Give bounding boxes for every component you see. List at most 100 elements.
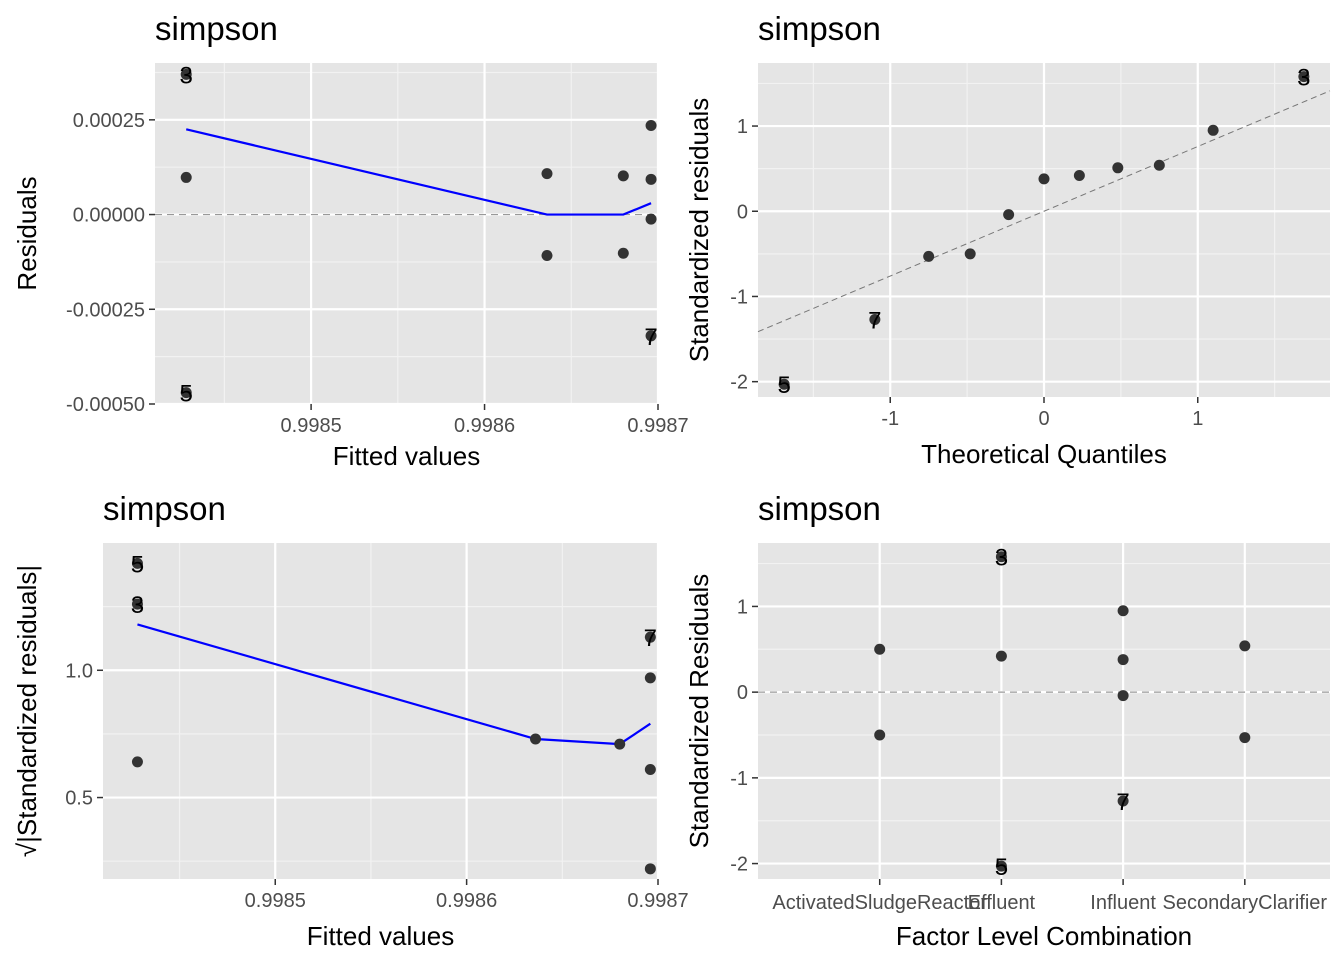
data-point bbox=[131, 557, 143, 569]
x-tick-label: 0.9985 bbox=[281, 415, 342, 437]
residuals-vs-fitted-panel: 3 5 7 -0.00050 -0.00025 0.00000 0.00025 0.9985 0… bbox=[12, 10, 689, 471]
scale-location-panel: 5 3 7 0.5 1.0 0.9985 0.9986 0.9987 simpson Fitted… bbox=[12, 490, 689, 951]
data-point bbox=[644, 863, 656, 875]
data-point bbox=[995, 650, 1007, 662]
point-label: 3 bbox=[180, 62, 193, 89]
data-point bbox=[644, 631, 656, 643]
point-label: 7 bbox=[868, 307, 881, 334]
y-axis-title: √|Standardized residuals| bbox=[12, 565, 42, 857]
axis-ticks: 0.5 1.0 0.9985 0.9986 0.9987 bbox=[65, 660, 688, 912]
point-label: 5 bbox=[995, 854, 1008, 881]
y-tick-label: 0.00000 bbox=[73, 205, 145, 227]
data-point bbox=[923, 250, 935, 262]
x-tick-label: 0.9987 bbox=[627, 415, 688, 437]
chart-title: simpson bbox=[103, 490, 226, 527]
data-point bbox=[180, 171, 192, 183]
data-point bbox=[180, 68, 192, 80]
point-label: 5 bbox=[180, 381, 193, 408]
x-axis-title: Theoretical Quantiles bbox=[921, 439, 1167, 469]
data-point bbox=[1298, 71, 1310, 83]
x-tick-label: 0.9986 bbox=[454, 415, 515, 437]
x-axis-title: Fitted values bbox=[307, 921, 454, 951]
y-tick-label: 1 bbox=[737, 116, 748, 138]
x-tick-label: Influent bbox=[1090, 892, 1156, 914]
data-point bbox=[1207, 124, 1219, 136]
data-point bbox=[131, 756, 143, 768]
point-label: 3 bbox=[131, 592, 144, 619]
y-tick-label: 0 bbox=[737, 201, 748, 223]
axis-ticks: -0.00050 -0.00025 0.00000 0.00025 0.9985 0.99… bbox=[66, 110, 689, 437]
point-label: 7 bbox=[1116, 789, 1129, 816]
y-tick-label: -2 bbox=[730, 372, 748, 394]
smooth-trend-line bbox=[137, 623, 651, 746]
data-point bbox=[644, 672, 656, 684]
y-axis-title: Residuals bbox=[12, 176, 42, 290]
x-axis-title: Fitted values bbox=[333, 441, 480, 471]
data-point bbox=[617, 170, 629, 182]
x-tick-label: -1 bbox=[881, 408, 899, 430]
x-axis-title: Factor Level Combination bbox=[896, 921, 1192, 951]
axis-ticks: -2 -1 0 1 -1 0 1 bbox=[730, 116, 1203, 430]
data-point bbox=[1073, 169, 1085, 181]
x-tick-label: 0.9985 bbox=[245, 890, 306, 912]
normal-qq-panel: 5 7 3 -2 -1 0 1 -1 0 1 simpson Theoretical Quantile… bbox=[684, 10, 1331, 469]
data-point bbox=[1153, 159, 1165, 171]
data-point bbox=[645, 120, 657, 132]
point-label: 3 bbox=[1297, 65, 1310, 92]
y-tick-label: 0 bbox=[737, 682, 748, 704]
point-label: 5 bbox=[131, 551, 144, 578]
data-point bbox=[874, 729, 886, 741]
data-point bbox=[180, 387, 192, 399]
data-point bbox=[874, 643, 886, 655]
panel-background bbox=[103, 543, 658, 879]
data-point bbox=[1239, 732, 1251, 744]
data-point bbox=[645, 330, 657, 342]
data-point bbox=[1239, 640, 1251, 652]
data-point bbox=[617, 247, 629, 259]
y-axis-title: Standardized Residuals bbox=[684, 574, 714, 849]
data-point bbox=[1117, 605, 1129, 617]
chart-title: simpson bbox=[758, 490, 881, 527]
x-tick-label: 0.9987 bbox=[627, 890, 688, 912]
y-tick-label: 1 bbox=[737, 596, 748, 618]
data-point bbox=[869, 313, 881, 325]
data-point bbox=[1112, 162, 1124, 174]
data-point bbox=[995, 551, 1007, 563]
data-point bbox=[1003, 209, 1015, 221]
panel-background bbox=[155, 63, 658, 404]
data-point bbox=[964, 248, 976, 260]
data-point bbox=[645, 213, 657, 225]
point-label: 7 bbox=[644, 324, 657, 351]
x-tick-label: Effluent bbox=[968, 892, 1036, 914]
data-point bbox=[995, 860, 1007, 872]
point-label: 3 bbox=[995, 545, 1008, 572]
y-tick-label: -0.00050 bbox=[66, 394, 145, 416]
data-point bbox=[1038, 173, 1050, 185]
data-point bbox=[541, 249, 553, 261]
chart-title: simpson bbox=[155, 10, 278, 47]
smooth-trend-line bbox=[185, 128, 652, 216]
data-point bbox=[541, 168, 553, 180]
y-tick-label: 0.5 bbox=[65, 788, 93, 810]
x-tick-label: ActivatedSludgeReactor bbox=[772, 892, 987, 914]
data-point bbox=[614, 738, 626, 750]
chart-title: simpson bbox=[758, 10, 881, 47]
x-tick-label: 0.9986 bbox=[436, 890, 497, 912]
y-tick-label: -2 bbox=[730, 854, 748, 876]
x-tick-label: 1 bbox=[1192, 408, 1203, 430]
x-tick-label: 0 bbox=[1038, 408, 1049, 430]
y-tick-label: 0.00025 bbox=[73, 110, 145, 132]
qq-reference-line bbox=[757, 90, 1331, 333]
y-tick-label: -1 bbox=[730, 768, 748, 790]
point-label: 7 bbox=[644, 625, 657, 652]
data-point bbox=[1117, 654, 1129, 666]
panel-background bbox=[758, 543, 1330, 879]
y-tick-label: -1 bbox=[730, 286, 748, 308]
data-point bbox=[778, 378, 790, 390]
x-tick-label: SecondaryClarifier bbox=[1163, 892, 1328, 914]
data-point bbox=[644, 764, 656, 776]
y-tick-label: 1.0 bbox=[65, 660, 93, 682]
